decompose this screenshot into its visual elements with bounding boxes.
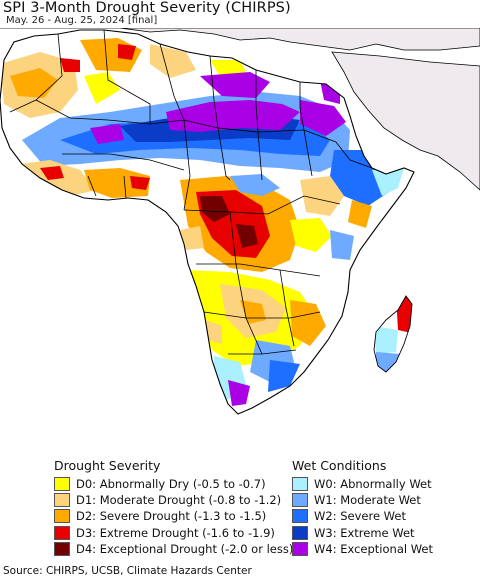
legend-item-d3: D3: Extreme Drought (-1.6 to -1.9) [54,525,293,541]
legend-item-d4: D4: Exceptional Drought (-2.0 or less) [54,541,293,557]
legend-label-w3: W3: Extreme Wet [314,525,415,540]
legend-swatch-w0 [292,477,308,492]
legend-label-d0: D0: Abnormally Dry (-0.5 to -0.7) [76,477,266,492]
legend-swatch-d4 [54,541,70,556]
map-date-range: May. 26 - Aug. 25, 2024 [final] [6,15,158,26]
legend-item-d2: D2: Severe Drought (-1.3 to -1.5) [54,508,293,524]
source-credit: Source: CHIRPS, UCSB, Climate Hazards Ce… [3,565,252,577]
legend-label-d1: D1: Moderate Drought (-0.8 to -1.2) [76,493,282,508]
anomaly-patches [0,38,404,406]
drought-legend-heading: Drought Severity [54,458,161,473]
legend-label-w2: W2: Severe Wet [314,509,406,524]
legend-label-w4: W4: Exceptional Wet [314,541,433,556]
country-borders [9,29,373,355]
legend-label-w0: W0: Abnormally Wet [314,477,432,492]
legend-item-w2: W2: Severe Wet [292,508,433,524]
wet-legend: Wet Conditions W0: Abnormally Wet W1: Mo… [292,458,433,557]
legend-swatch-w2 [292,509,308,524]
map-title: SPI 3-Month Drought Severity (CHIRPS) [3,0,291,16]
legend-item-d0: D0: Abnormally Dry (-0.5 to -0.7) [54,476,293,492]
legend-swatch-d0 [54,477,70,492]
wet-legend-heading: Wet Conditions [292,458,387,473]
legend-swatch-w3 [292,525,308,540]
legend-swatch-w1 [292,493,308,508]
legend-swatch-d2 [54,509,70,524]
legend-swatch-d1 [54,493,70,508]
legend-label-d2: D2: Severe Drought (-1.3 to -1.5) [76,509,267,524]
arabia-landmass [331,51,480,191]
legend-item-w0: W0: Abnormally Wet [292,476,433,492]
legend-label-w1: W1: Moderate Wet [314,493,421,508]
legend-item-w1: W1: Moderate Wet [292,492,433,508]
legend-label-d3: D3: Extreme Drought (-1.6 to -1.9) [76,525,275,540]
legend-item-d1: D1: Moderate Drought (-0.8 to -1.2) [54,492,293,508]
legend-swatch-w4 [292,541,308,556]
legend-item-w4: W4: Exceptional Wet [292,541,433,557]
drought-legend: Drought Severity D0: Abnormally Dry (-0.… [54,458,293,557]
legend-swatch-d3 [54,525,70,540]
legend-label-d4: D4: Exceptional Drought (-2.0 or less) [76,541,294,556]
europe-landmass [0,28,480,51]
drought-map [0,28,480,460]
legend-item-w3: W3: Extreme Wet [292,525,433,541]
